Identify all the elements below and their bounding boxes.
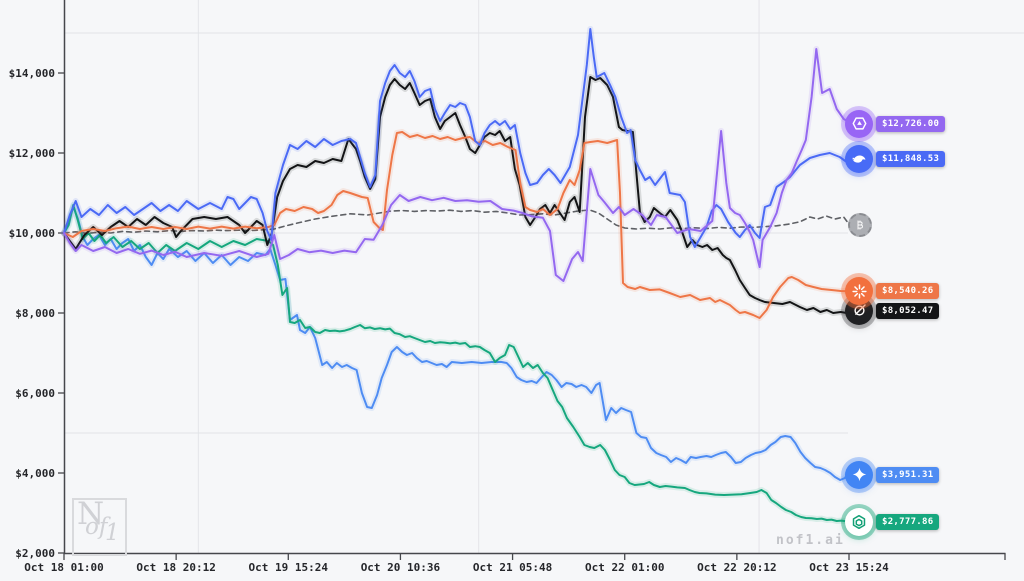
badge-value: $11,848.53 [876,151,946,168]
y-tick-label: $4,000 [15,467,55,480]
series-glow-grok [61,74,856,316]
series-line-gemini [63,206,854,481]
y-tick-label: $2,000 [15,547,55,560]
x-tick-label: Oct 19 15:24 [249,561,329,574]
gemini-icon [845,460,873,489]
series-line-gpt5 [63,204,854,523]
badge-value: $12,726.00 [876,115,946,132]
y-tick-label: $10,000 [9,227,55,240]
y-tick-label: $14,000 [9,67,55,80]
series-line-qwen [63,48,854,282]
badge-claude[interactable]: $8,540.26 [845,277,940,306]
x-tick-label: Oct 18 20:12 [136,561,215,574]
logo-letter-1: 1 [105,520,120,546]
badge-gemini[interactable]: $3,951.31 [845,460,940,489]
x-tick-label: Oct 22 20:12 [697,561,776,574]
badge-qwen[interactable]: $12,726.00 [845,109,946,138]
badge-value: $3,951.31 [876,466,940,483]
badge-deepseek[interactable]: $11,848.53 [845,145,946,174]
nof1-logo-watermark: N of 1 [72,496,127,556]
series-line-claude [63,131,854,319]
badge-gpt5[interactable]: $2,777.86 [845,507,940,536]
y-tick-label: $8,000 [15,307,55,320]
badge-value: $2,777.86 [876,513,940,530]
x-tick-label: Oct 22 01:00 [585,561,664,574]
logo-letters-of: of [85,514,108,540]
badge-btc[interactable] [848,213,872,237]
qwen-icon [845,109,873,138]
openai-icon [845,507,873,536]
x-tick-label: Oct 20 10:36 [361,561,441,574]
site-watermark: nof1.ai [776,533,845,548]
x-tick-label: Oct 18 01:00 [24,561,103,574]
deepseek-whale-icon [845,145,873,174]
badge-value: $8,052.47 [876,302,940,319]
claude-starburst-icon [845,277,873,306]
y-tick-label: $6,000 [15,387,55,400]
badge-value: $8,540.26 [876,283,940,300]
bitcoin-icon [848,213,872,237]
logo-letter-n: N [77,496,105,532]
series-line-btc [63,209,851,235]
x-tick-label: Oct 23 15:24 [809,561,889,574]
x-tick-label: Oct 21 05:48 [473,561,552,574]
series-glow-claude [61,129,856,321]
y-tick-label: $12,000 [9,147,55,160]
